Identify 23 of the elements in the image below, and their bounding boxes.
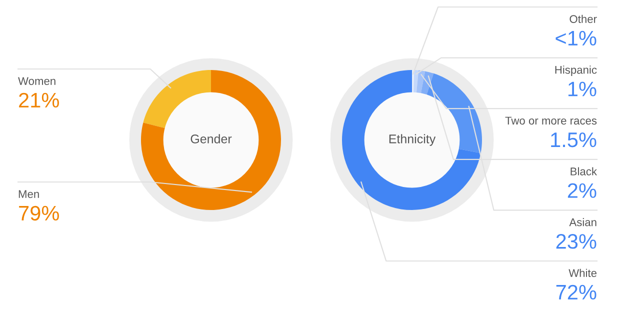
slice-label: Asian [569, 218, 596, 226]
slice-label: Two or more races [505, 116, 597, 125]
data-label: 23% [556, 234, 596, 249]
donut-slice [416, 70, 426, 94]
slice-label: Black [570, 167, 598, 176]
slice-label: White [568, 268, 597, 277]
data-label: 2% [568, 183, 596, 198]
text: Ethnicity [389, 134, 436, 146]
donut-slice [143, 70, 211, 128]
data-label: 79% [19, 206, 59, 221]
data-label: 1% [568, 82, 596, 96]
donut-slice [342, 70, 481, 210]
slice-label: Women [18, 77, 56, 85]
data-label: <1% [556, 30, 596, 46]
data-label: 72% [556, 284, 596, 300]
donut-slice [413, 70, 419, 94]
data-label: 1.5% [551, 132, 596, 148]
slice-label: Hispanic [555, 66, 597, 76]
donut-slice [141, 70, 281, 210]
text: Gender [190, 134, 232, 144]
slice-label: Other [570, 14, 597, 23]
data-label: 21% [19, 92, 59, 108]
slice-label: Men [18, 190, 39, 198]
